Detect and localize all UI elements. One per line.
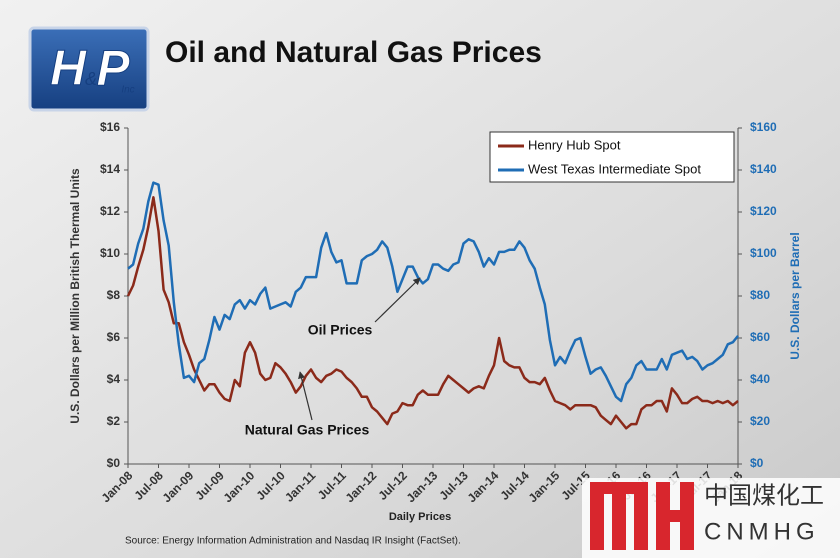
watermark: 中国煤化工 CNMHG — [582, 478, 840, 558]
watermark-text: 中国煤化工 — [704, 482, 824, 509]
annotation: Natural Gas Prices — [245, 422, 370, 438]
logo-letter: P — [96, 40, 130, 96]
y2-tick-label: $0 — [750, 456, 764, 470]
y2-tick-label: $20 — [750, 414, 770, 428]
y-axis-title: U.S. Dollars per Million British Thermal… — [68, 168, 82, 424]
logo-letter: H — [50, 40, 87, 96]
y2-tick-label: $40 — [750, 372, 770, 386]
y-tick-label: $14 — [100, 162, 120, 176]
y2-tick-label: $100 — [750, 246, 777, 260]
chart-title: Oil and Natural Gas Prices — [165, 36, 542, 69]
y2-tick-label: $120 — [750, 204, 777, 218]
logo-box — [28, 26, 150, 112]
logo: H P & Inc — [28, 26, 150, 112]
y-tick-label: $8 — [107, 288, 121, 302]
series-line — [127, 181, 739, 403]
series-line — [126, 196, 739, 430]
source: Source: Energy Information Administratio… — [125, 536, 461, 547]
legend-label: Henry Hub Spot — [528, 137, 621, 152]
y-tick-label: $10 — [100, 246, 120, 260]
y-tick-label: $2 — [107, 414, 121, 428]
watermark-mark — [590, 482, 694, 550]
y2-axis-title: U.S. Dollars per Barrel — [788, 232, 802, 359]
annotation: Oil Prices — [308, 322, 373, 338]
y-tick-label: $4 — [107, 372, 121, 386]
y-tick-label: $16 — [100, 120, 120, 134]
watermark-text: CNMHG — [704, 518, 820, 545]
annotation-arrow — [374, 277, 421, 323]
y-tick-label: $0 — [107, 456, 121, 470]
y2-tick-label: $140 — [750, 162, 777, 176]
logo-amp: & — [85, 69, 97, 89]
x-axis-title: Daily Prices — [389, 511, 451, 523]
y-tick-label: $6 — [107, 330, 121, 344]
y2-tick-label: $80 — [750, 288, 770, 302]
y2-tick-label: $60 — [750, 330, 770, 344]
y-tick-label: $12 — [100, 204, 120, 218]
legend-label: West Texas Intermediate Spot — [528, 161, 701, 176]
annotation-arrow — [298, 371, 313, 421]
y2-tick-label: $160 — [750, 120, 777, 134]
legend — [489, 131, 735, 183]
logo-inc: Inc — [121, 85, 134, 96]
